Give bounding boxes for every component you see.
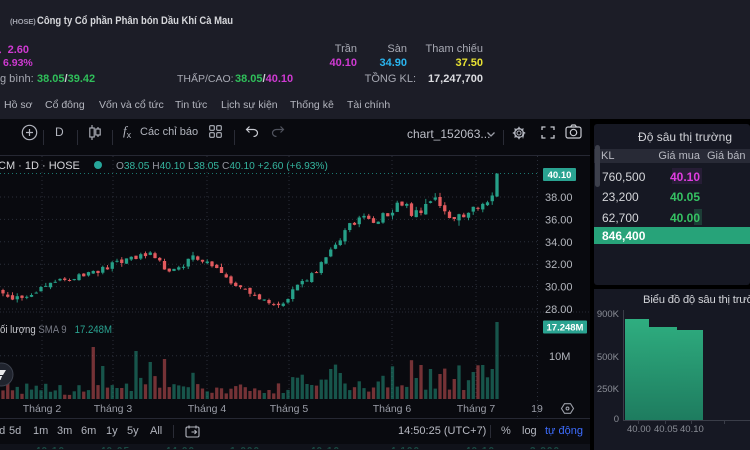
svg-text:Tháng 3: Tháng 3	[94, 403, 133, 415]
svg-text:34.00: 34.00	[545, 237, 573, 249]
svg-text:32.00: 32.00	[545, 259, 573, 271]
svg-text:Tháng 2: Tháng 2	[23, 403, 62, 415]
svg-text:36.00: 36.00	[545, 214, 573, 226]
svg-text:Tháng 4: Tháng 4	[188, 403, 227, 415]
svg-text:Tháng 5: Tháng 5	[270, 403, 309, 415]
svg-text:40.10: 40.10	[548, 170, 572, 181]
svg-text:17.248M: 17.248M	[547, 323, 584, 334]
svg-text:10M: 10M	[549, 351, 570, 363]
svg-text:19: 19	[531, 403, 543, 415]
svg-text:38.00: 38.00	[545, 192, 573, 204]
svg-text:Tháng 6: Tháng 6	[373, 403, 412, 415]
svg-text:28.00: 28.00	[545, 304, 573, 316]
svg-text:ối lượng SMA 9 17.248M: ối lượng SMA 9 17.248M	[0, 324, 112, 336]
svg-text:30.00: 30.00	[545, 282, 573, 294]
svg-text:Tháng 7: Tháng 7	[457, 403, 496, 415]
